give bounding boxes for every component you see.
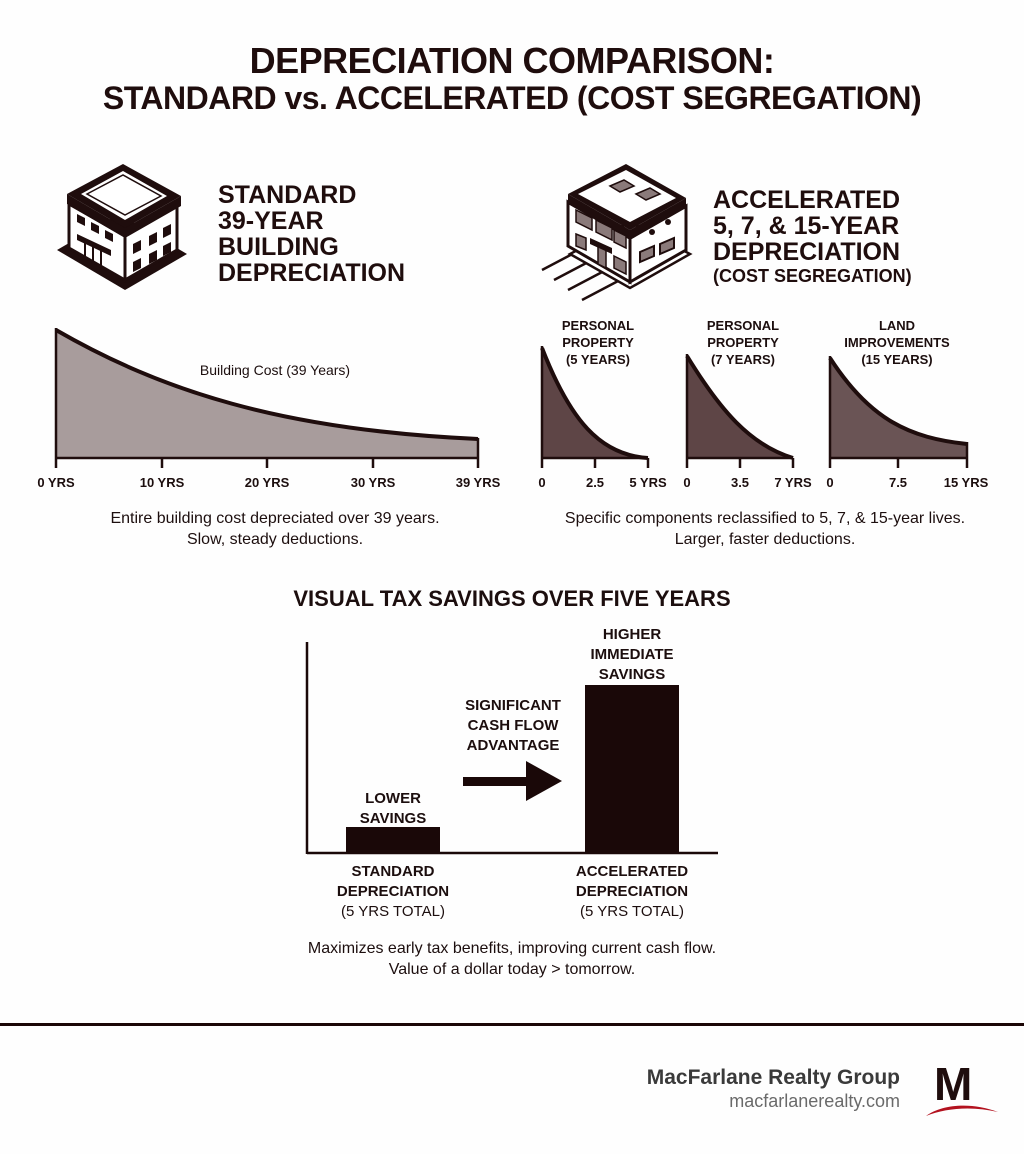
category-line: (5 YRS TOTAL) (580, 903, 684, 920)
x-tick: 0 (683, 475, 691, 490)
page-title: DEPRECIATION COMPARISON: (249, 40, 775, 81)
heading-line: BUILDING (218, 233, 339, 261)
title-line: (7 YEARS) (710, 352, 776, 367)
caption-line: Larger, faster deductions. (674, 531, 856, 548)
accelerated-heading: ACCELERATED 5, 7, & 15-YEAR DEPRECIATION… (713, 187, 912, 287)
title-line: PROPERTY (707, 335, 779, 350)
category-line: STANDARD (351, 863, 435, 880)
title-line: (15 YEARS) (861, 352, 933, 367)
title-line: (5 YEARS) (565, 352, 631, 367)
caption-line: Entire building cost depreciated over 39… (110, 510, 440, 527)
x-tick: 30 YRS (350, 475, 396, 490)
x-tick: 3.5 (730, 475, 750, 490)
logo-swoosh-icon (926, 1105, 998, 1116)
standard-bar-category: STANDARD DEPRECIATION (5 YRS TOTAL) (337, 862, 449, 922)
caption-line: Specific components reclassified to 5, 7… (564, 510, 966, 527)
category-line: ACCELERATED (575, 863, 689, 880)
heading-subline: (COST SEGREGATION) (713, 266, 912, 286)
x-tick: 7.5 (888, 475, 908, 490)
annotation-line: SIGNIFICANT (465, 697, 561, 714)
title-line: PERSONAL (706, 318, 780, 333)
heading-line: STANDARD (218, 181, 357, 209)
heading-line: 5, 7, & 15-YEAR (713, 212, 900, 240)
annotation-line: LOWER (365, 790, 421, 807)
heading-line: 39-YEAR (218, 207, 324, 235)
heading-line: DEPRECIATION (713, 238, 901, 266)
footer-divider (0, 1023, 1024, 1026)
annotation-line: CASH FLOW (467, 717, 559, 734)
accelerated-bar-category: ACCELERATED DEPRECIATION (5 YRS TOTAL) (576, 862, 688, 922)
brand-block: MacFarlane Realty Group macfarlanerealty… (647, 1066, 900, 1112)
mini-chart-title: PERSONAL PROPERTY (7 YEARS) (707, 317, 779, 368)
mini-chart-title: PERSONAL PROPERTY (5 YEARS) (562, 317, 634, 368)
arrow-right-icon (526, 761, 562, 801)
building-cutaway-icon (541, 164, 693, 302)
standard-depreciation-chart (54, 328, 480, 468)
category-line: DEPRECIATION (336, 883, 450, 900)
x-tick: 20 YRS (244, 475, 290, 490)
accelerated-bar (585, 685, 679, 853)
standard-heading: STANDARD 39-YEAR BUILDING DEPRECIATION (218, 182, 405, 286)
category-line: DEPRECIATION (575, 883, 689, 900)
brand-url[interactable]: macfarlanerealty.com (729, 1091, 900, 1111)
x-tick: 15 YRS (943, 475, 989, 490)
savings-chart-title: VISUAL TAX SAVINGS OVER FIVE YEARS (293, 586, 731, 611)
title-line: PERSONAL (561, 318, 635, 333)
standard-bar (346, 827, 440, 853)
savings-bar-chart (305, 642, 718, 855)
x-tick: 7 YRS (774, 475, 812, 490)
x-tick: 0 YRS (37, 475, 75, 490)
caption-line: Maximizes early tax benefits, improving … (307, 940, 717, 957)
title-line: IMPROVEMENTS (844, 335, 950, 350)
annotation-line: SAVINGS (598, 666, 666, 683)
x-tick: 5 YRS (629, 475, 667, 490)
office-building-icon (57, 164, 187, 290)
x-tick: 39 YRS (455, 475, 501, 490)
accelerated-caption: Specific components reclassified to 5, 7… (520, 508, 1010, 550)
page-subtitle: STANDARD vs. ACCELERATED (COST SEGREGATI… (102, 80, 922, 116)
accelerated-depreciation-charts (540, 346, 969, 468)
accelerated-bar-annotation: HIGHER IMMEDIATE SAVINGS (590, 625, 673, 685)
title-line: PROPERTY (562, 335, 634, 350)
brand-name: MacFarlane Realty Group (646, 1066, 900, 1089)
logo-letter: M (934, 1058, 973, 1110)
x-tick: 0 (826, 475, 834, 490)
title-line: LAND (878, 318, 916, 333)
x-tick: 2.5 (585, 475, 605, 490)
caption-line: Slow, steady deductions. (186, 531, 364, 548)
x-tick: 10 YRS (139, 475, 185, 490)
heading-line: DEPRECIATION (218, 259, 406, 287)
caption-line: Value of a dollar today > tomorrow. (388, 961, 636, 978)
brand-logo: M (922, 1060, 1002, 1120)
category-line: (5 YRS TOTAL) (341, 903, 445, 920)
standard-bar-annotation: LOWER SAVINGS (360, 789, 426, 829)
cash-flow-annotation: SIGNIFICANT CASH FLOW ADVANTAGE (465, 696, 561, 756)
x-tick: 0 (538, 475, 546, 490)
heading-line: ACCELERATED (713, 186, 901, 214)
annotation-line: ADVANTAGE (466, 737, 560, 754)
std-curve-label: Building Cost (39 Years) (199, 362, 351, 378)
annotation-line: HIGHER (602, 626, 662, 643)
savings-caption: Maximizes early tax benefits, improving … (200, 938, 824, 980)
mini-chart-title: LAND IMPROVEMENTS (15 YEARS) (844, 317, 949, 368)
annotation-line: IMMEDIATE (590, 646, 674, 663)
standard-caption: Entire building cost depreciated over 39… (30, 508, 520, 550)
annotation-line: SAVINGS (359, 810, 427, 827)
